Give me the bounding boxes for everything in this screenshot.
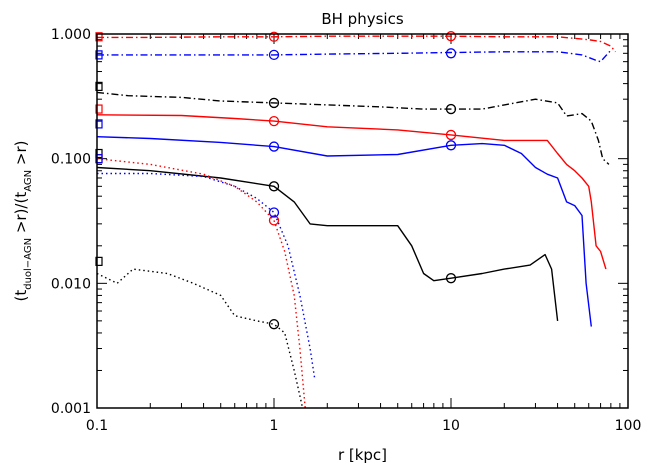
series-line-1: [97, 49, 612, 63]
series-line-7: [97, 172, 316, 380]
series-square-marker: [95, 32, 103, 42]
series-circle-marker: [445, 273, 457, 284]
series-line-4: [96, 136, 592, 327]
y-axis-label: (tduol−AGN >r)/(tAGN >r): [12, 140, 34, 301]
series-circle-marker: [445, 31, 457, 42]
series-square-marker: [95, 154, 103, 164]
series-square-marker: [95, 256, 103, 266]
series-line-6: [96, 158, 306, 409]
series-circle-marker: [268, 31, 280, 42]
series-circle-marker: [445, 140, 457, 151]
y-label-subscript: AGN: [23, 170, 34, 192]
series-circle-marker: [268, 115, 280, 127]
y-tick-label: 0.100: [51, 152, 91, 168]
x-tick-label: 100: [615, 418, 642, 434]
y-tick-label: 1.000: [51, 27, 91, 43]
series-circle-marker: [445, 129, 457, 141]
series-square-marker: [95, 148, 103, 159]
series-square-marker: [95, 104, 103, 114]
y-label-subscript: duol−AGN: [23, 238, 34, 290]
x-axis-label: r [kpc]: [338, 446, 387, 464]
series-circle-marker: [268, 215, 280, 226]
series-line-8: [96, 268, 304, 409]
series-square-marker: [95, 119, 103, 129]
series-circle-marker: [268, 319, 280, 330]
y-label-part: >r)/(t: [12, 192, 30, 238]
axis-ticks: 0.1 1 10 100 0.001 0.010 0.100 1.000: [51, 27, 641, 434]
x-tick-label: 10: [442, 418, 460, 434]
series-square-marker: [95, 81, 103, 91]
series-line-3: [96, 114, 607, 270]
chart-title: BH physics: [321, 10, 403, 28]
series-line-0: [97, 35, 617, 53]
series-square-marker: [95, 50, 103, 60]
y-label-part: (t: [12, 290, 30, 302]
series-circle-marker: [268, 207, 280, 218]
series-circle-marker: [268, 141, 280, 152]
series-circle-marker: [268, 97, 280, 109]
series-circle-marker: [268, 49, 280, 61]
series-layer: [95, 31, 617, 409]
series-circle-marker: [445, 48, 457, 59]
series-circle-marker: [445, 103, 457, 115]
series-circle-marker: [268, 181, 280, 192]
plot-frame: [96, 33, 629, 409]
x-tick-label: 1: [270, 418, 279, 434]
y-tick-label: 0.010: [51, 276, 91, 292]
x-tick-label: 0.1: [86, 418, 108, 434]
series-line-5: [96, 166, 559, 321]
y-label-part: >r): [12, 140, 30, 169]
y-tick-label: 0.001: [51, 401, 91, 417]
